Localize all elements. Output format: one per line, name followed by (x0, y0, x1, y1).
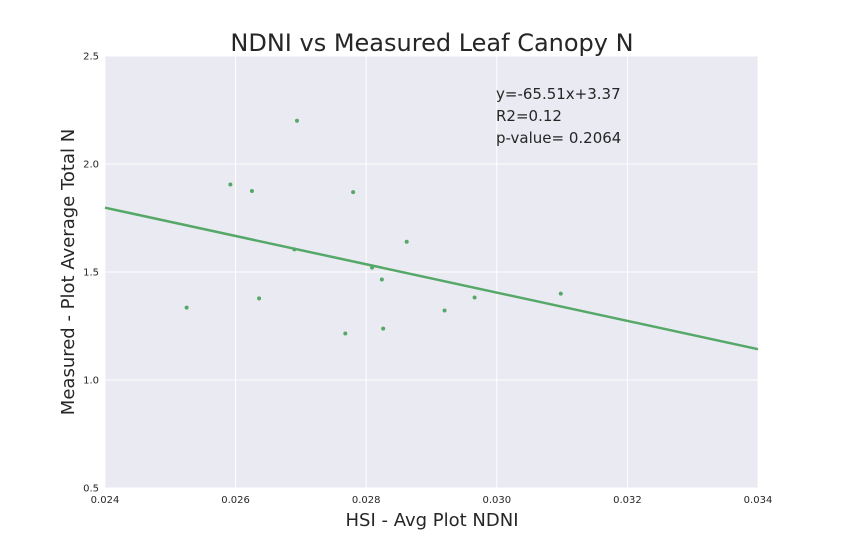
data-point (228, 182, 233, 187)
grid-lines (104, 55, 759, 489)
x-tick-labels: 0.024 0.026 0.028 0.030 0.032 0.034 (91, 495, 773, 506)
data-point (558, 291, 563, 296)
r2-annotation: R2=0.12 (496, 107, 562, 125)
regression-line-group (104, 206, 759, 351)
p-value-annotation: p-value= 0.2064 (496, 129, 621, 147)
x-axis-label: HSI - Avg Plot NDNI (345, 510, 518, 531)
data-point (294, 118, 299, 123)
x-tick-label: 0.024 (91, 495, 120, 506)
y-tick-label: 1.5 (83, 268, 99, 279)
y-tick-label: 0.5 (83, 484, 99, 495)
data-point (442, 308, 447, 313)
x-tick-label: 0.028 (352, 495, 381, 506)
data-point (472, 295, 477, 300)
data-point (184, 305, 189, 310)
regression-line (104, 206, 759, 351)
data-points (184, 118, 563, 336)
y-tick-labels: 0.5 1.0 1.5 2.0 2.5 (83, 52, 99, 495)
data-point (379, 277, 384, 282)
y-tick-label: 2.5 (83, 52, 99, 63)
x-tick-label: 0.032 (613, 495, 642, 506)
y-tick-label: 2.0 (83, 160, 99, 171)
equation-annotation: y=-65.51x+3.37 (496, 85, 621, 103)
y-tick-label: 1.0 (83, 376, 99, 387)
y-axis-label: Measured - Plot Average Total N (58, 129, 79, 415)
chart-title: NDNI vs Measured Leaf Canopy N (230, 29, 633, 57)
data-point (249, 189, 254, 193)
data-point (292, 247, 297, 252)
data-point (404, 239, 409, 244)
data-point (370, 265, 375, 270)
data-point (381, 326, 386, 331)
data-point (257, 296, 262, 301)
data-point (351, 190, 356, 195)
x-tick-label: 0.030 (482, 495, 511, 506)
x-tick-label: 0.026 (221, 495, 250, 506)
data-point (343, 331, 348, 336)
x-tick-label: 0.034 (744, 495, 773, 506)
